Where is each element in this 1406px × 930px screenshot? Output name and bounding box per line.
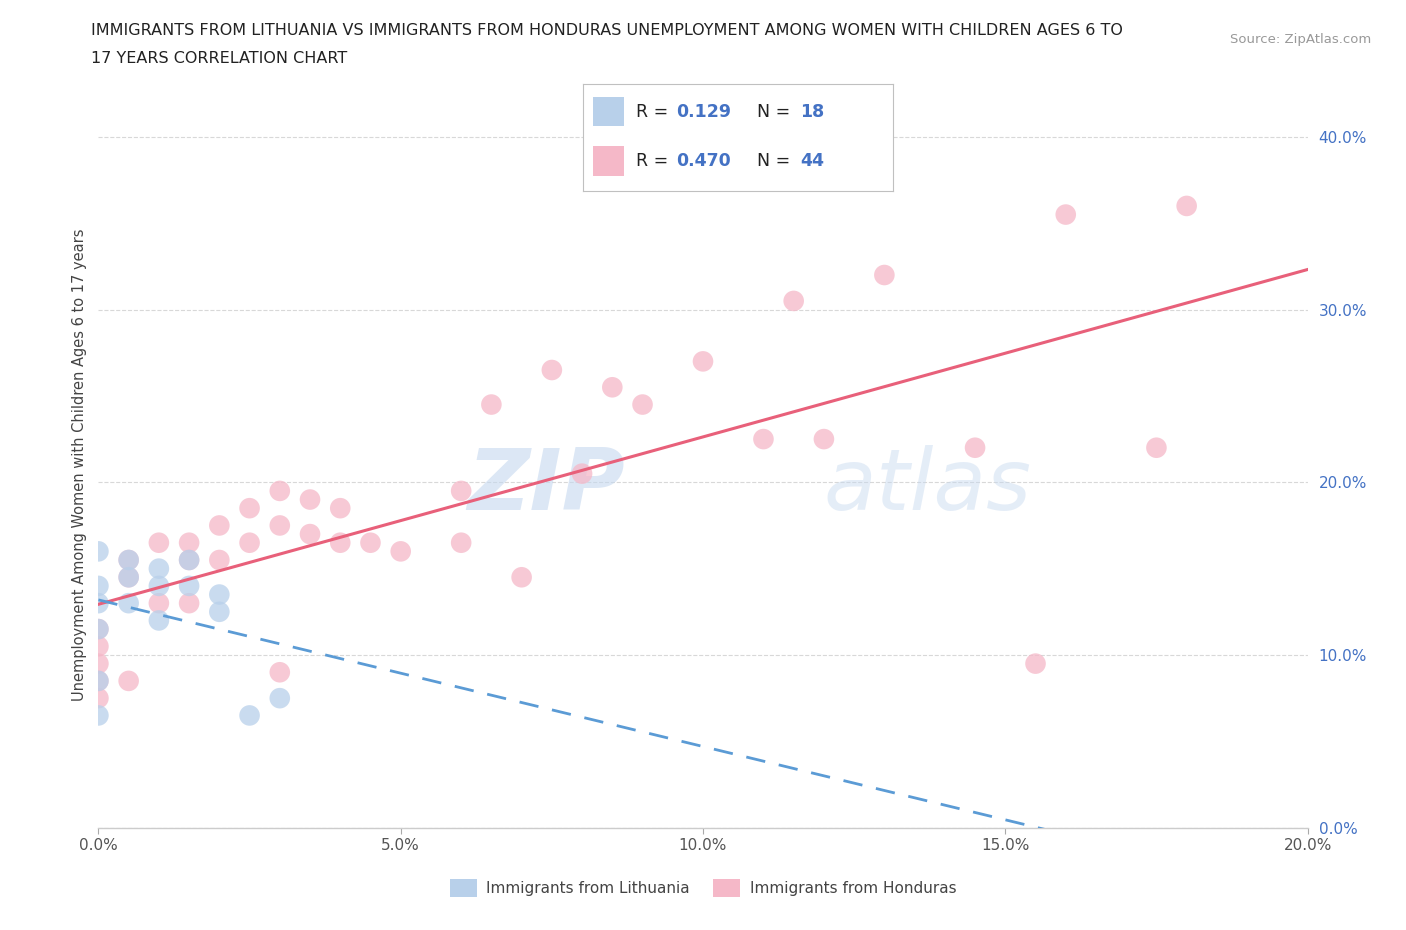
Point: [540, 363, 562, 378]
Point: [360, 536, 382, 551]
Point: [148, 561, 170, 576]
Point: [299, 492, 322, 507]
Point: [118, 596, 141, 611]
Y-axis label: Unemployment Among Women with Children Ages 6 to 17 years: Unemployment Among Women with Children A…: [72, 229, 87, 701]
Point: [208, 518, 231, 533]
Point: [269, 518, 291, 533]
Text: 17 YEARS CORRELATION CHART: 17 YEARS CORRELATION CHART: [91, 51, 347, 66]
Point: [87, 657, 110, 671]
Text: R =: R =: [636, 152, 673, 169]
Point: [783, 294, 806, 309]
Point: [602, 379, 624, 394]
Point: [87, 673, 110, 688]
Point: [1144, 440, 1167, 455]
Point: [450, 536, 472, 551]
Text: 18: 18: [800, 102, 824, 121]
Point: [148, 536, 170, 551]
Point: [179, 552, 201, 567]
Point: [389, 544, 412, 559]
Point: [208, 604, 231, 619]
Text: atlas: atlas: [824, 445, 1032, 528]
FancyBboxPatch shape: [593, 146, 624, 176]
Point: [87, 544, 110, 559]
Point: [571, 466, 593, 481]
Point: [118, 570, 141, 585]
Point: [87, 691, 110, 706]
Text: IMMIGRANTS FROM LITHUANIA VS IMMIGRANTS FROM HONDURAS UNEMPLOYMENT AMONG WOMEN W: IMMIGRANTS FROM LITHUANIA VS IMMIGRANTS …: [91, 23, 1123, 38]
Point: [239, 500, 262, 515]
Point: [873, 268, 896, 283]
Point: [87, 621, 110, 636]
Point: [208, 587, 231, 602]
Point: [87, 673, 110, 688]
Text: N =: N =: [756, 152, 796, 169]
Point: [148, 613, 170, 628]
Point: [329, 500, 352, 515]
Text: ZIP: ZIP: [467, 445, 624, 528]
Point: [118, 552, 141, 567]
Legend: Immigrants from Lithuania, Immigrants from Honduras: Immigrants from Lithuania, Immigrants fr…: [444, 872, 962, 903]
Point: [299, 526, 322, 541]
Point: [148, 578, 170, 593]
Point: [118, 570, 141, 585]
Point: [87, 708, 110, 723]
Point: [692, 354, 714, 369]
Point: [269, 665, 291, 680]
Point: [179, 578, 201, 593]
Text: Source: ZipAtlas.com: Source: ZipAtlas.com: [1230, 33, 1371, 46]
Point: [148, 596, 170, 611]
Point: [118, 552, 141, 567]
Text: 44: 44: [800, 152, 824, 169]
Point: [87, 578, 110, 593]
Point: [87, 621, 110, 636]
Text: 0.129: 0.129: [676, 102, 731, 121]
Point: [510, 570, 533, 585]
Point: [179, 536, 201, 551]
Point: [752, 432, 775, 446]
Point: [269, 484, 291, 498]
Point: [965, 440, 987, 455]
Point: [329, 536, 352, 551]
Text: N =: N =: [756, 102, 796, 121]
Point: [208, 552, 231, 567]
Point: [239, 708, 262, 723]
Point: [179, 596, 201, 611]
Text: R =: R =: [636, 102, 673, 121]
Point: [87, 596, 110, 611]
Text: 0.470: 0.470: [676, 152, 731, 169]
Point: [631, 397, 654, 412]
Point: [481, 397, 503, 412]
Point: [1024, 657, 1046, 671]
Point: [179, 552, 201, 567]
Point: [1175, 198, 1198, 213]
Point: [1054, 207, 1077, 222]
Point: [450, 484, 472, 498]
Point: [87, 639, 110, 654]
Point: [118, 673, 141, 688]
FancyBboxPatch shape: [593, 97, 624, 126]
Point: [239, 536, 262, 551]
Point: [269, 691, 291, 706]
Point: [813, 432, 835, 446]
